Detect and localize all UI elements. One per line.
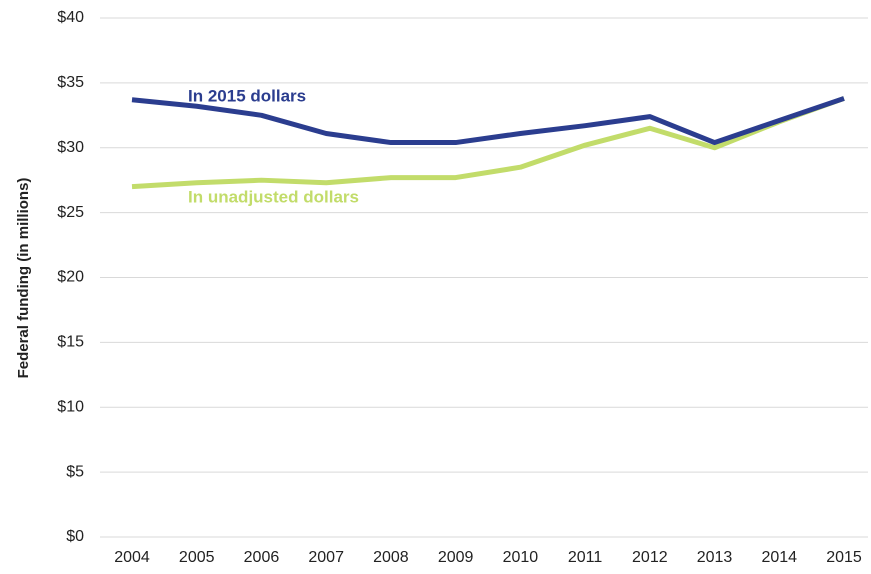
x-tick-label: 2005 (179, 549, 215, 566)
y-axis-label: Federal funding (in millions) (15, 178, 32, 379)
y-tick-label: $40 (57, 9, 84, 26)
x-tick-label: 2004 (114, 549, 150, 566)
series-line (131, 96, 845, 146)
x-tick-label: 2014 (761, 549, 797, 566)
x-tick-label: 2006 (244, 549, 280, 566)
x-tick-label: 2012 (632, 549, 668, 566)
x-tick-label: 2013 (697, 549, 733, 566)
y-tick-label: $20 (57, 269, 84, 286)
y-tick-label: $30 (57, 139, 84, 156)
x-tick-label: 2010 (503, 549, 539, 566)
y-tick-label: $5 (66, 463, 84, 480)
series-label: In unadjusted dollars (188, 187, 359, 206)
y-tick-label: $0 (66, 528, 84, 545)
series-line (131, 96, 845, 190)
y-tick-label: $10 (57, 398, 84, 415)
y-tick-label: $35 (57, 74, 84, 91)
y-tick-label: $25 (57, 204, 84, 221)
series-label: In 2015 dollars (188, 86, 306, 105)
y-tick-label: $15 (57, 334, 84, 351)
x-tick-label: 2011 (568, 549, 603, 566)
x-tick-label: 2008 (373, 549, 409, 566)
x-tick-label: 2007 (308, 549, 344, 566)
x-tick-label: 2015 (826, 549, 862, 566)
x-tick-label: 2009 (438, 549, 474, 566)
